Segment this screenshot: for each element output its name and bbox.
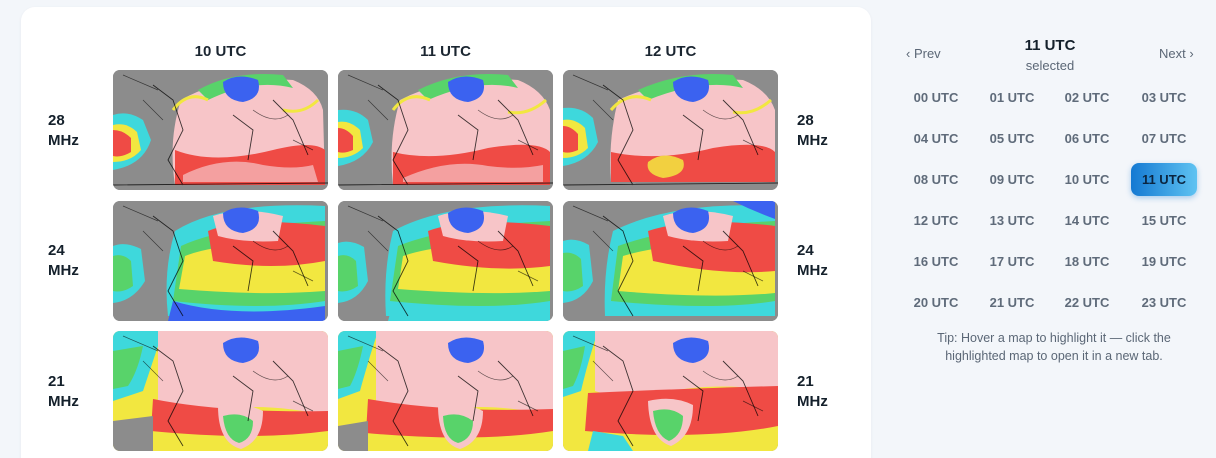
- row-label-number: 21: [797, 373, 814, 390]
- prev-hour-button[interactable]: ‹ Prev: [906, 46, 941, 61]
- hour-button-06[interactable]: 06 UTC: [1064, 131, 1110, 146]
- hour-button-05[interactable]: 05 UTC: [989, 131, 1035, 146]
- row-label-number: 24: [48, 242, 65, 259]
- hour-button-11-active[interactable]: 11 UTC: [1131, 163, 1197, 196]
- map-21mhz-11utc[interactable]: [338, 331, 553, 451]
- row-label-number: 28: [797, 112, 814, 129]
- row-label-28mhz-left: 28 MHz: [48, 111, 98, 151]
- row-label-unit: MHz: [48, 393, 79, 410]
- hour-button-12[interactable]: 12 UTC: [913, 213, 959, 228]
- row-label-number: 24: [797, 242, 814, 259]
- hour-button-03[interactable]: 03 UTC: [1141, 90, 1187, 105]
- hour-button-21[interactable]: 21 UTC: [989, 295, 1035, 310]
- row-label-unit: MHz: [48, 262, 79, 279]
- row-label-24mhz-right: 24 MHz: [797, 241, 847, 281]
- hour-button-02[interactable]: 02 UTC: [1064, 90, 1110, 105]
- hour-button-19[interactable]: 19 UTC: [1141, 254, 1187, 269]
- map-grid-card: 10 UTC 11 UTC 12 UTC 28 MHz 28 MHz 24 MH…: [21, 7, 871, 458]
- column-header-12utc: 12 UTC: [644, 43, 697, 60]
- row-label-21mhz-left: 21 MHz: [48, 372, 98, 412]
- hour-button-14[interactable]: 14 UTC: [1064, 213, 1110, 228]
- row-label-unit: MHz: [797, 393, 828, 410]
- hour-button-17[interactable]: 17 UTC: [989, 254, 1035, 269]
- column-header-10utc: 10 UTC: [194, 43, 247, 60]
- hour-button-09[interactable]: 09 UTC: [989, 172, 1035, 187]
- row-label-24mhz-left: 24 MHz: [48, 241, 98, 281]
- hour-button-15[interactable]: 15 UTC: [1141, 213, 1187, 228]
- hour-button-13[interactable]: 13 UTC: [989, 213, 1035, 228]
- map-21mhz-12utc[interactable]: [563, 331, 778, 451]
- hour-button-23[interactable]: 23 UTC: [1141, 295, 1187, 310]
- selected-caption: selected: [1025, 58, 1075, 73]
- map-28mhz-11utc[interactable]: [338, 70, 553, 190]
- map-24mhz-11utc[interactable]: [338, 201, 553, 321]
- hour-button-20[interactable]: 20 UTC: [913, 295, 959, 310]
- hour-button-04[interactable]: 04 UTC: [913, 131, 959, 146]
- hour-button-07[interactable]: 07 UTC: [1141, 131, 1187, 146]
- map-28mhz-12utc[interactable]: [563, 70, 778, 190]
- time-selector-panel: ‹ Prev 11 UTC selected Next › 00 UTC 01 …: [893, 0, 1216, 458]
- map-24mhz-10utc[interactable]: [113, 201, 328, 321]
- hour-button-18[interactable]: 18 UTC: [1064, 254, 1110, 269]
- row-label-number: 21: [48, 373, 65, 390]
- map-21mhz-10utc[interactable]: [113, 331, 328, 451]
- row-label-number: 28: [48, 112, 65, 129]
- row-label-21mhz-right: 21 MHz: [797, 372, 847, 412]
- hour-button-08[interactable]: 08 UTC: [913, 172, 959, 187]
- map-28mhz-10utc[interactable]: [113, 70, 328, 190]
- hour-button-22[interactable]: 22 UTC: [1064, 295, 1110, 310]
- hour-button-10[interactable]: 10 UTC: [1064, 172, 1110, 187]
- hour-button-00[interactable]: 00 UTC: [913, 90, 959, 105]
- row-label-unit: MHz: [797, 132, 828, 149]
- map-24mhz-12utc[interactable]: [563, 201, 778, 321]
- row-label-28mhz-right: 28 MHz: [797, 111, 847, 151]
- selected-hour-title: 11 UTC: [1024, 37, 1076, 54]
- hour-button-01[interactable]: 01 UTC: [989, 90, 1035, 105]
- hour-button-16[interactable]: 16 UTC: [913, 254, 959, 269]
- column-header-11utc: 11 UTC: [420, 43, 471, 60]
- row-label-unit: MHz: [48, 132, 79, 149]
- tip-text: Tip: Hover a map to highlight it — click…: [937, 331, 1171, 363]
- row-label-unit: MHz: [797, 262, 828, 279]
- next-hour-button[interactable]: Next ›: [1159, 46, 1194, 61]
